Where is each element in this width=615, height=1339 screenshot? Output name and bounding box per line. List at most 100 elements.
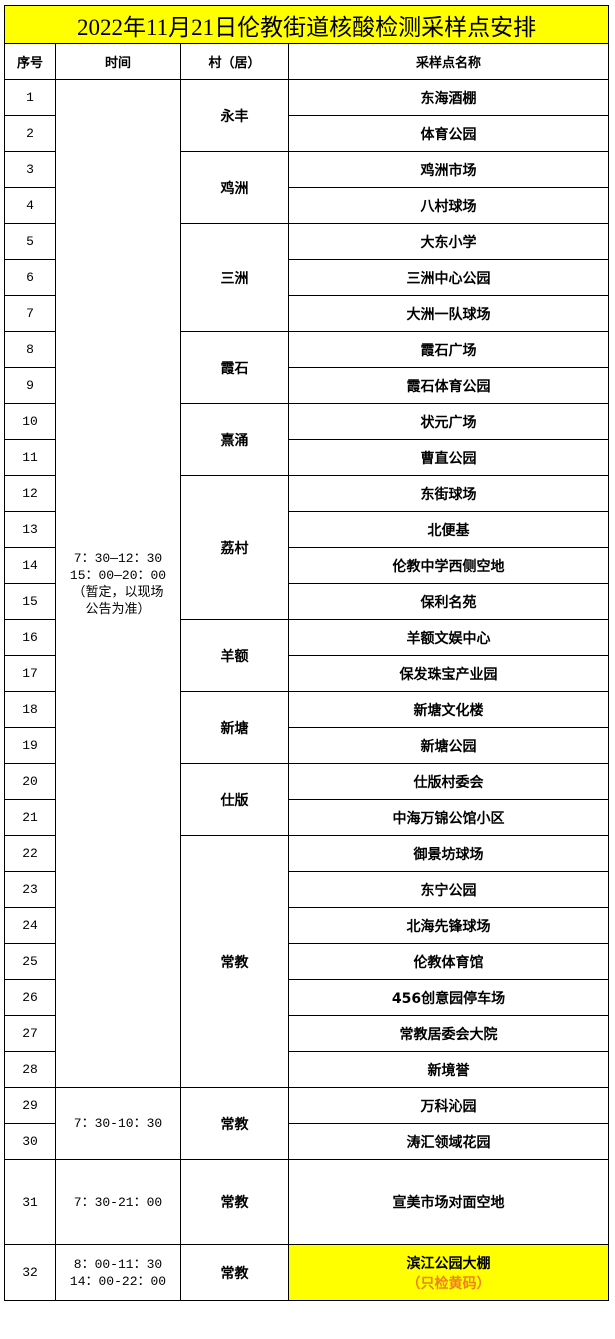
- time-cell: 7：30-10：30: [55, 1087, 181, 1160]
- site-label: 北海先锋球场: [406, 918, 491, 935]
- header-site: 采样点名称: [287, 43, 610, 80]
- site-name: 保利名苑: [287, 583, 610, 620]
- row-number: 29: [4, 1087, 56, 1124]
- site-name: 万科沁园: [287, 1087, 610, 1124]
- row-number: 30: [4, 1123, 56, 1160]
- row-number: 17: [4, 655, 56, 692]
- site-label: 体育公园: [420, 126, 477, 143]
- table-row: 10 熹涌 状元广场: [4, 403, 610, 476]
- time-line: 7：30-21：00: [73, 1194, 163, 1210]
- site-name: 保发珠宝产业园: [287, 655, 610, 692]
- table-row: 20 仕版 仕版村委会: [4, 763, 610, 836]
- site-name: 456创意园停车场: [287, 979, 610, 1016]
- site-name: 新境誉: [287, 1051, 610, 1088]
- row-number: 11: [4, 439, 56, 476]
- site-label: 鸡洲市场: [420, 162, 477, 179]
- site-label: 羊额文娱中心: [406, 630, 491, 647]
- row-number: 27: [4, 1015, 56, 1052]
- site-label: 涛汇领域花园: [406, 1134, 491, 1151]
- site-label: 东街球场: [420, 486, 477, 503]
- row-number: 21: [4, 799, 56, 836]
- village-cell: 永丰: [180, 79, 289, 152]
- village-cell: 常教: [180, 1244, 289, 1301]
- village-cell: 荔村: [180, 475, 289, 620]
- row-number: 12: [4, 475, 56, 512]
- site-name: 东海酒棚: [287, 79, 610, 116]
- table-row: 24 北海先锋球场: [4, 907, 610, 944]
- site-name: 北海先锋球场: [287, 907, 610, 944]
- table-row: 28 新境誉: [4, 1051, 610, 1088]
- row-number: 5: [4, 223, 56, 260]
- time-line: 7：30-10：30: [73, 1116, 163, 1131]
- site-name: 滨江公园大棚 （只检黄码）: [287, 1244, 610, 1301]
- row-number: 25: [4, 943, 56, 980]
- sampling-schedule-table: 2022年11月21日伦教街道核酸检测采样点安排 序号 时间 村（居） 采样点名…: [3, 5, 610, 1301]
- row-number: 9: [4, 367, 56, 404]
- site-label: 456创意园停车场: [391, 990, 506, 1007]
- site-label: 中海万锦公馆小区: [392, 810, 505, 827]
- row-number: 6: [4, 259, 56, 296]
- site-label: 霞石广场: [420, 342, 477, 359]
- site-label: 北便基: [427, 522, 470, 539]
- table-row: 31 7：30-21：00 常教 宣美市场对面空地: [4, 1159, 610, 1245]
- site-name: 状元广场: [287, 403, 610, 440]
- site-name: 鸡洲市场: [287, 151, 610, 188]
- site-label: 新境誉: [427, 1062, 470, 1079]
- site-name: 大东小学: [287, 223, 610, 260]
- table-body: 1 7：30—12：30 15：00—20：00 （暂定，以现场 公告为准） 永丰 东海酒棚…: [4, 79, 610, 1301]
- site-name: 体育公园: [287, 115, 610, 152]
- row-number: 18: [4, 691, 56, 728]
- village-cell: 鸡洲: [180, 151, 289, 224]
- site-name: 东宁公园: [287, 871, 610, 908]
- village-cell: 常教: [180, 1087, 289, 1160]
- site-label: 滨江公园大棚: [406, 1255, 491, 1272]
- table-row: 22 常教 御景坊球场: [4, 835, 610, 1088]
- row-number: 10: [4, 403, 56, 440]
- table-row: 3 鸡洲 鸡洲市场: [4, 151, 610, 224]
- row-number: 24: [4, 907, 56, 944]
- time-line: 14：00-22：00: [69, 1273, 167, 1289]
- site-label: 状元广场: [420, 414, 477, 431]
- table-row: 7 大洲一队球场: [4, 295, 610, 332]
- site-label: 新塘公园: [420, 738, 477, 755]
- site-label: 新塘文化楼: [413, 702, 484, 719]
- row-number: 13: [4, 511, 56, 548]
- site-label: 保利名苑: [420, 594, 477, 611]
- village-cell: 常教: [180, 835, 289, 1088]
- header-number: 序号: [4, 43, 56, 80]
- site-label: 伦教中学西侧空地: [392, 558, 505, 575]
- site-label: 常教居委会大院: [399, 1026, 498, 1043]
- time-line: 15：00—20：00: [69, 567, 167, 583]
- site-name: 宣美市场对面空地: [287, 1159, 610, 1245]
- site-label: 东海酒棚: [420, 90, 477, 107]
- site-label: 东宁公园: [420, 882, 477, 899]
- table-row: 16 羊额 羊额文娱中心: [4, 619, 610, 692]
- row-number: 16: [4, 619, 56, 656]
- site-name: 大洲一队球场: [287, 295, 610, 332]
- header-village: 村（居）: [180, 43, 289, 80]
- table-row: 4 八村球场: [4, 187, 610, 224]
- table-row: 18 新塘 新塘文化楼: [4, 691, 610, 764]
- row-number: 23: [4, 871, 56, 908]
- site-label: 三洲中心公园: [406, 270, 491, 287]
- site-name: 仕版村委会: [287, 763, 610, 800]
- site-label: 曹直公园: [420, 450, 477, 467]
- village-cell: 常教: [180, 1159, 289, 1245]
- table-row: 26 456创意园停车场: [4, 979, 610, 1016]
- table-row: 17 保发珠宝产业园: [4, 655, 610, 692]
- row-number: 20: [4, 763, 56, 800]
- site-name: 伦教中学西侧空地: [287, 547, 610, 584]
- site-name: 霞石体育公园: [287, 367, 610, 404]
- site-name: 羊额文娱中心: [287, 619, 610, 656]
- table-row: 25 伦教体育馆: [4, 943, 610, 980]
- row-number: 2: [4, 115, 56, 152]
- site-note: （只检黄码）: [406, 1275, 491, 1292]
- site-name: 三洲中心公园: [287, 259, 610, 296]
- table-row: 29 7：30-10：30 常教 万科沁园: [4, 1087, 610, 1160]
- row-number: 26: [4, 979, 56, 1016]
- site-label: 伦教体育馆: [413, 954, 484, 971]
- site-name: 常教居委会大院: [287, 1015, 610, 1052]
- table-row: 12 荔村 东街球场: [4, 475, 610, 620]
- row-number: 31: [4, 1159, 56, 1245]
- site-name: 八村球场: [287, 187, 610, 224]
